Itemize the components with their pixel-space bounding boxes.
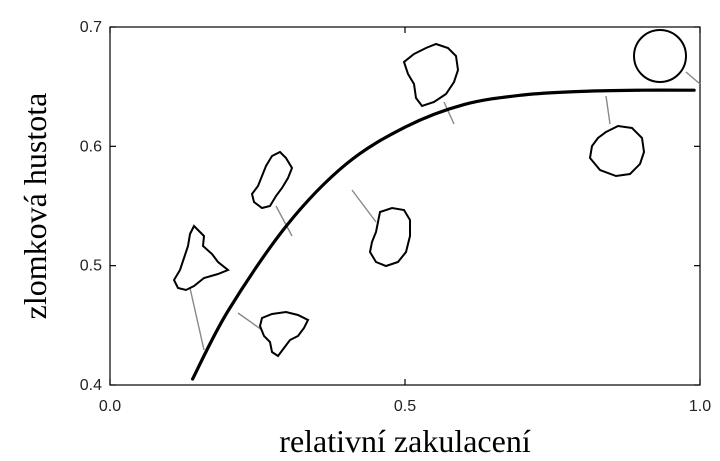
x-tick-label: 0.0 xyxy=(99,398,121,415)
y-axis-label: zlomková hustota xyxy=(17,93,53,320)
leader-line xyxy=(443,101,455,125)
leader-line xyxy=(351,189,377,223)
y-tick-label: 0.4 xyxy=(80,377,102,394)
particle-outline xyxy=(402,42,460,108)
x-tick-label: 1.0 xyxy=(689,398,711,415)
particle-outline xyxy=(250,150,294,210)
leader-line xyxy=(275,205,293,237)
particle-illustrations xyxy=(172,29,701,358)
particle-outline xyxy=(172,224,230,292)
leader-line xyxy=(189,287,205,351)
particle-outline xyxy=(368,206,411,268)
triangular-particle-icon xyxy=(172,224,230,351)
particle-outline xyxy=(633,29,687,83)
plot-frame xyxy=(109,26,701,386)
axis-ticks xyxy=(109,26,701,386)
series-line xyxy=(191,88,696,381)
rounded-particle-icon xyxy=(351,189,411,268)
angular-particle-icon xyxy=(402,42,460,125)
x-axis-label: relativní zakulacení xyxy=(279,423,531,459)
leader-line xyxy=(685,71,701,85)
plot-area-border xyxy=(109,26,701,386)
jagged-particle-icon xyxy=(250,150,294,237)
particle-outline xyxy=(258,310,310,358)
subrounded-particle-icon xyxy=(588,95,646,178)
x-tick-labels: 0.0 0.5 1.0 xyxy=(99,398,711,415)
y-tick-label: 0.7 xyxy=(80,19,102,36)
flake-particle-icon xyxy=(237,310,310,358)
y-tick-labels: 0.4 0.5 0.6 0.7 xyxy=(80,19,102,394)
y-tick-label: 0.5 xyxy=(80,258,102,275)
y-tick-label: 0.6 xyxy=(80,138,102,155)
leader-line xyxy=(237,312,263,331)
leader-line xyxy=(605,95,611,125)
particle-outline xyxy=(588,124,646,178)
circle-particle-icon xyxy=(633,29,701,85)
series-points xyxy=(192,89,695,380)
x-tick-label: 0.5 xyxy=(394,398,416,415)
